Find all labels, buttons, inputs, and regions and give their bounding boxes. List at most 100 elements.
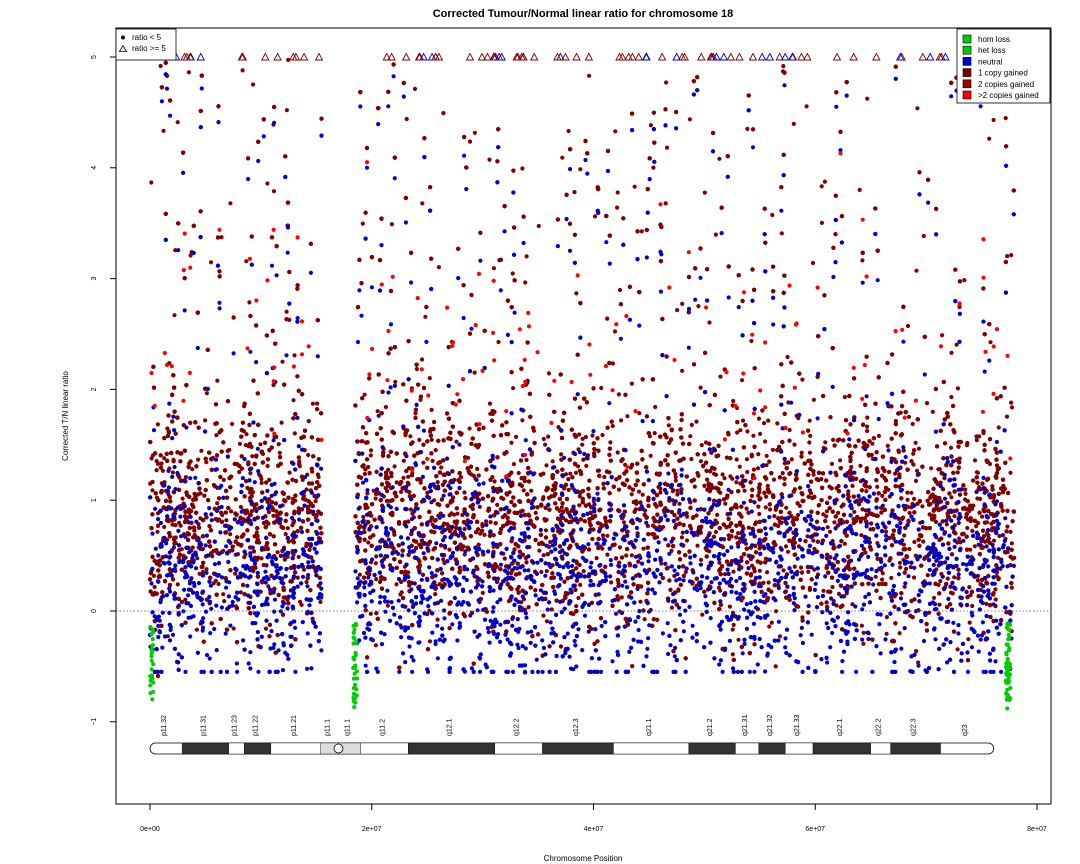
data-point xyxy=(412,86,418,91)
data-point xyxy=(183,597,188,602)
data-point xyxy=(258,442,263,447)
data-point xyxy=(756,504,761,509)
data-point xyxy=(1009,585,1014,590)
data-point xyxy=(785,354,790,360)
data-point xyxy=(722,476,727,481)
data-point xyxy=(865,415,870,420)
data-point xyxy=(401,458,406,463)
data-point xyxy=(576,595,581,601)
data-point xyxy=(764,463,769,468)
data-point xyxy=(836,591,842,596)
data-point xyxy=(698,385,703,390)
data-point xyxy=(423,314,428,319)
data-point xyxy=(256,472,262,477)
data-point xyxy=(399,590,404,595)
data-point xyxy=(689,422,694,427)
data-point xyxy=(662,509,667,515)
data-point xyxy=(155,422,160,427)
data-point xyxy=(792,442,797,447)
data-point xyxy=(213,578,218,583)
data-point xyxy=(583,434,589,440)
data-point xyxy=(698,557,704,563)
data-point xyxy=(421,572,426,578)
data-point xyxy=(722,572,728,577)
data-point xyxy=(695,543,700,548)
data-point xyxy=(266,509,271,515)
data-point xyxy=(414,366,419,372)
data-point xyxy=(937,602,942,607)
data-point xyxy=(736,637,741,642)
data-point xyxy=(864,489,869,494)
data-point xyxy=(670,489,675,494)
data-point xyxy=(524,254,529,259)
data-point xyxy=(955,386,961,391)
data-point xyxy=(178,523,183,528)
data-point xyxy=(616,392,622,397)
data-point xyxy=(435,617,440,622)
data-point xyxy=(248,471,253,476)
data-point xyxy=(800,615,805,620)
data-point xyxy=(259,556,264,561)
data-point xyxy=(931,595,937,601)
data-point xyxy=(787,427,792,433)
data-point xyxy=(911,575,917,580)
data-point xyxy=(912,496,917,501)
data-point xyxy=(524,457,529,463)
data-point xyxy=(768,507,773,512)
data-point xyxy=(807,418,812,423)
data-point xyxy=(829,461,835,466)
data-point xyxy=(572,190,577,195)
data-point xyxy=(271,513,276,518)
data-point xyxy=(764,453,769,458)
data-point xyxy=(902,584,907,589)
data-point xyxy=(798,565,804,570)
data-point xyxy=(237,441,242,446)
data-point xyxy=(544,619,550,624)
data-point xyxy=(421,460,426,465)
data-point xyxy=(984,601,989,607)
data-point xyxy=(413,411,418,416)
data-point xyxy=(180,496,185,501)
data-point xyxy=(365,491,370,496)
data-point xyxy=(229,509,234,514)
data-point xyxy=(526,605,531,610)
data-point xyxy=(543,442,548,447)
data-point xyxy=(162,456,167,461)
data-point xyxy=(673,471,678,477)
data-point xyxy=(304,580,309,585)
data-point xyxy=(811,472,816,477)
data-point xyxy=(648,123,654,128)
data-point xyxy=(636,489,642,494)
data-point xyxy=(967,585,972,590)
data-point xyxy=(154,468,159,473)
data-point xyxy=(781,568,786,573)
data-point xyxy=(1009,541,1015,546)
data-point xyxy=(808,433,813,438)
data-point xyxy=(739,378,745,383)
data-point xyxy=(420,201,425,206)
data-point xyxy=(265,463,270,469)
data-point xyxy=(876,433,882,438)
data-point xyxy=(744,506,749,511)
data-point xyxy=(652,431,657,436)
data-point xyxy=(310,616,315,621)
data-point xyxy=(362,471,367,477)
data-point xyxy=(610,361,616,366)
data-point xyxy=(149,180,154,185)
data-point xyxy=(282,557,287,562)
data-point xyxy=(963,491,968,496)
data-point xyxy=(613,129,618,134)
data-point xyxy=(884,615,890,620)
data-point xyxy=(684,538,690,543)
data-point xyxy=(916,446,922,451)
data-point xyxy=(560,155,565,160)
data-point xyxy=(447,547,452,552)
data-point xyxy=(462,552,467,557)
data-point xyxy=(929,466,934,471)
data-point xyxy=(810,260,816,266)
data-point xyxy=(933,519,939,525)
data-point xyxy=(313,499,318,504)
data-point xyxy=(764,494,769,499)
data-points-layer xyxy=(147,57,1017,711)
data-point xyxy=(401,475,406,480)
